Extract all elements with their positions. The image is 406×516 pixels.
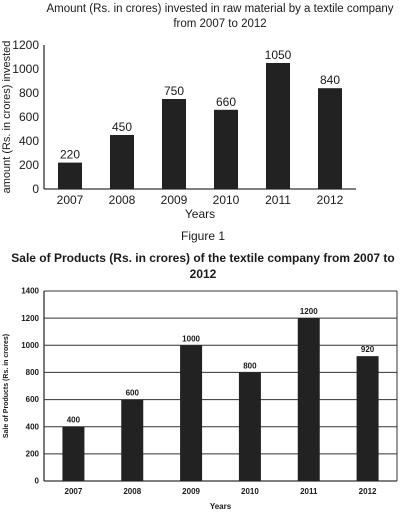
x-tick-label: 2010 (213, 193, 240, 207)
investment-bar-chart: 0 200 400 600 800 1000 1200 220 2007 450 2008 750 20… (1, 38, 356, 221)
x-tick-label: 2007 (65, 487, 83, 496)
y-tick-label: 600 (19, 110, 39, 124)
data-label: 660 (216, 95, 236, 109)
x-axis-title: Years (210, 502, 232, 511)
y-tick-label: 800 (19, 86, 39, 100)
data-label: 800 (243, 361, 257, 370)
x-tick-label: 2009 (182, 487, 200, 496)
y-tick-label: 1200 (12, 38, 39, 52)
x-tick-label: 2011 (300, 487, 318, 496)
x-tick-label: 2012 (317, 193, 344, 207)
bar-2010 (238, 372, 261, 481)
y-tick-label: 400 (19, 134, 39, 148)
y-axis-title: Sale of Products (Rs. in crores) (3, 334, 10, 438)
data-label: 1200 (300, 307, 318, 316)
figure1-title: Amount (Rs. in crores) invested in raw m… (46, 3, 394, 30)
y-tick-label: 1200 (21, 314, 39, 323)
bar-2012 (318, 88, 342, 189)
data-label: 450 (112, 120, 132, 134)
bar-2011 (266, 63, 290, 189)
figure2-title: Sale of Products (Rs. in crores) of the … (11, 251, 395, 281)
data-label: 840 (320, 73, 340, 87)
y-tick-label: 200 (19, 158, 39, 172)
y-tick-label: 1000 (21, 341, 39, 350)
x-tick-label: 2012 (359, 487, 377, 496)
data-label: 750 (164, 84, 184, 98)
y-axis-title: amount (Rs. in crores) invested (1, 41, 13, 194)
y-tick-label: 600 (26, 395, 40, 404)
x-tick-label: 2008 (109, 193, 136, 207)
y-tick-label: 800 (26, 368, 40, 377)
figure1-caption: Figure 1 (180, 229, 226, 243)
x-tick-label: 2007 (57, 193, 84, 207)
bar-2010 (214, 109, 238, 189)
x-axis-title: Years (185, 207, 215, 221)
bar-2009 (180, 345, 203, 481)
data-label: 920 (361, 345, 375, 354)
x-tick-label: 2009 (161, 193, 188, 207)
data-label: 1050 (265, 48, 292, 62)
data-label: 400 (67, 416, 81, 425)
y-tick-label: 200 (26, 450, 40, 459)
y-tick-label: 0 (35, 477, 40, 486)
bar-2012 (356, 356, 379, 481)
y-tick-label: 400 (26, 422, 40, 431)
data-label: 600 (126, 389, 140, 398)
x-tick-label: 2008 (123, 487, 141, 496)
y-tick-label: 0 (32, 182, 39, 196)
bar-2007 (58, 162, 82, 189)
bar-2011 (297, 318, 320, 481)
bar-2008 (121, 399, 144, 481)
x-tick-label: 2010 (241, 487, 259, 496)
bar-2008 (110, 135, 134, 189)
y-tick-label: 1400 (21, 287, 39, 296)
bar-2007 (62, 426, 85, 481)
y-tick-label: 1000 (12, 62, 39, 76)
bar-2009 (162, 99, 186, 189)
data-label: 1000 (182, 334, 200, 343)
data-label: 220 (60, 148, 80, 162)
x-tick-label: 2011 (265, 193, 291, 207)
